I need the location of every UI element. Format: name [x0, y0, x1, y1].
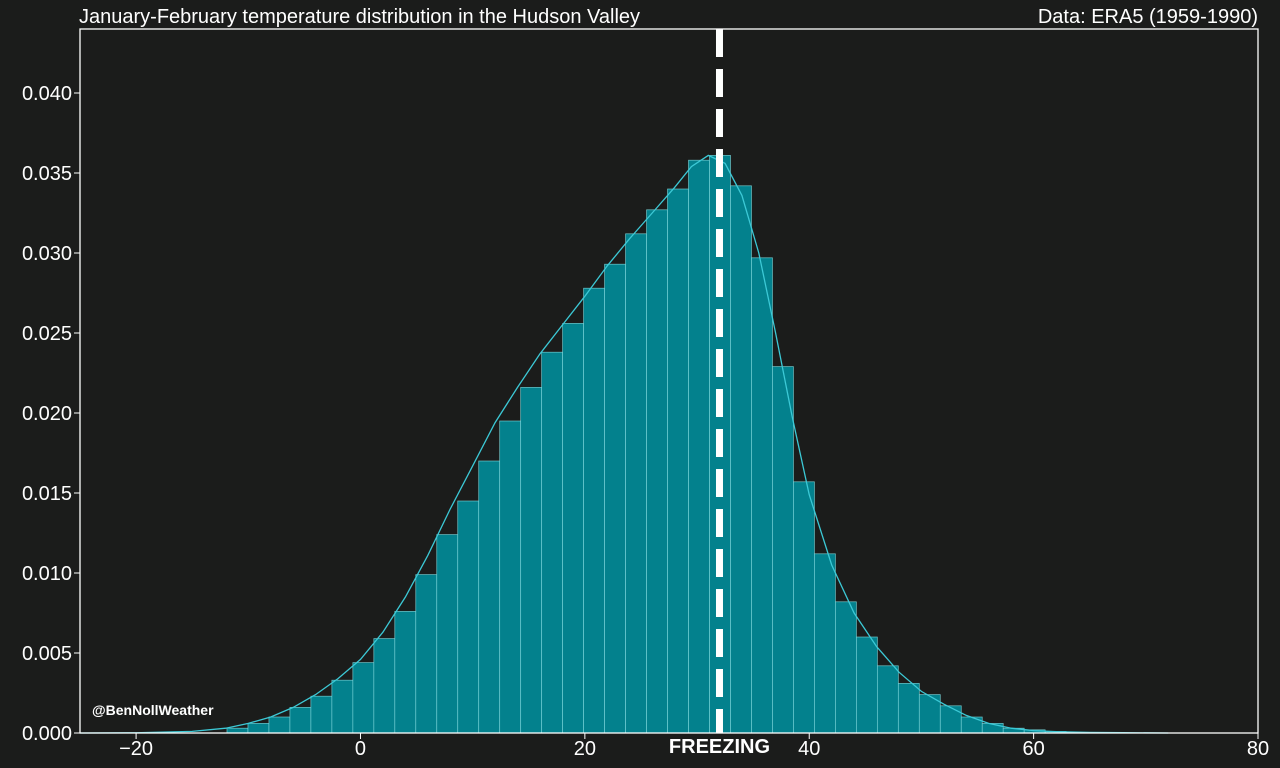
x-tick-label: −20 [119, 738, 153, 760]
histogram-bar [289, 707, 312, 734]
histogram-bar [415, 574, 438, 734]
histogram-bar [835, 601, 857, 734]
y-tick-label: 0.020 [22, 403, 72, 425]
y-tick-label: 0.030 [22, 243, 72, 265]
data-source-label: Data: ERA5 (1959-1990) [1037, 6, 1258, 28]
histogram-bar [646, 209, 668, 734]
histogram-bar [331, 679, 354, 734]
histogram-bar [814, 553, 836, 734]
x-tick-label: 0 [355, 738, 366, 760]
histogram-bar [751, 257, 773, 734]
y-tick-label: 0.000 [22, 723, 72, 745]
histogram-bar [457, 500, 480, 734]
histogram-bar [604, 263, 626, 734]
y-tick-label: 0.040 [22, 83, 72, 105]
histogram-bar [499, 420, 522, 734]
histogram-bar [478, 460, 501, 734]
plot-frame [79, 28, 1259, 734]
histogram-bar [226, 727, 249, 734]
histogram-bar [247, 723, 270, 734]
y-tick-label: 0.025 [22, 323, 72, 345]
histogram-bar [856, 636, 878, 734]
histogram-bar [876, 665, 899, 734]
histogram-bar [939, 705, 962, 734]
histogram-bar [772, 366, 794, 734]
histogram-bars [226, 155, 1067, 734]
histogram-bar [562, 323, 584, 734]
histogram-bar [667, 188, 689, 734]
histogram-bar [688, 159, 710, 734]
density-curve [79, 154, 1169, 734]
y-tick-label: 0.015 [22, 483, 72, 505]
chart-title: January-February temperature distributio… [79, 6, 641, 28]
histogram-bar [394, 611, 417, 734]
watermark-handle: @BenNollWeather [92, 702, 214, 718]
x-tick-label: 60 [1022, 738, 1044, 760]
y-tick-label: 0.010 [22, 563, 72, 585]
histogram-bar [436, 534, 459, 734]
histogram-bar [897, 683, 920, 734]
histogram-bar [625, 233, 647, 734]
freezing-label: FREEZING [669, 736, 770, 758]
y-axis: 0.000 0.005 0.010 0.015 0.020 0.025 0.030 0.035… [22, 83, 80, 745]
histogram-bar [730, 185, 752, 734]
histogram-bar [520, 387, 543, 734]
x-tick-label: 40 [798, 738, 820, 760]
x-tick-label: 80 [1247, 738, 1269, 760]
histogram-bar [583, 287, 605, 734]
y-tick-label: 0.005 [22, 643, 72, 665]
histogram-bar [268, 716, 291, 734]
histogram-bar [373, 638, 396, 734]
histogram-bar [793, 481, 815, 734]
y-tick-label: 0.035 [22, 163, 72, 185]
x-tick-label: 20 [574, 738, 596, 760]
x-axis: −20 0 20 40 60 80 [119, 733, 1269, 760]
histogram-bar [541, 351, 563, 734]
histogram-bar [352, 662, 375, 734]
histogram-bar [310, 695, 333, 734]
